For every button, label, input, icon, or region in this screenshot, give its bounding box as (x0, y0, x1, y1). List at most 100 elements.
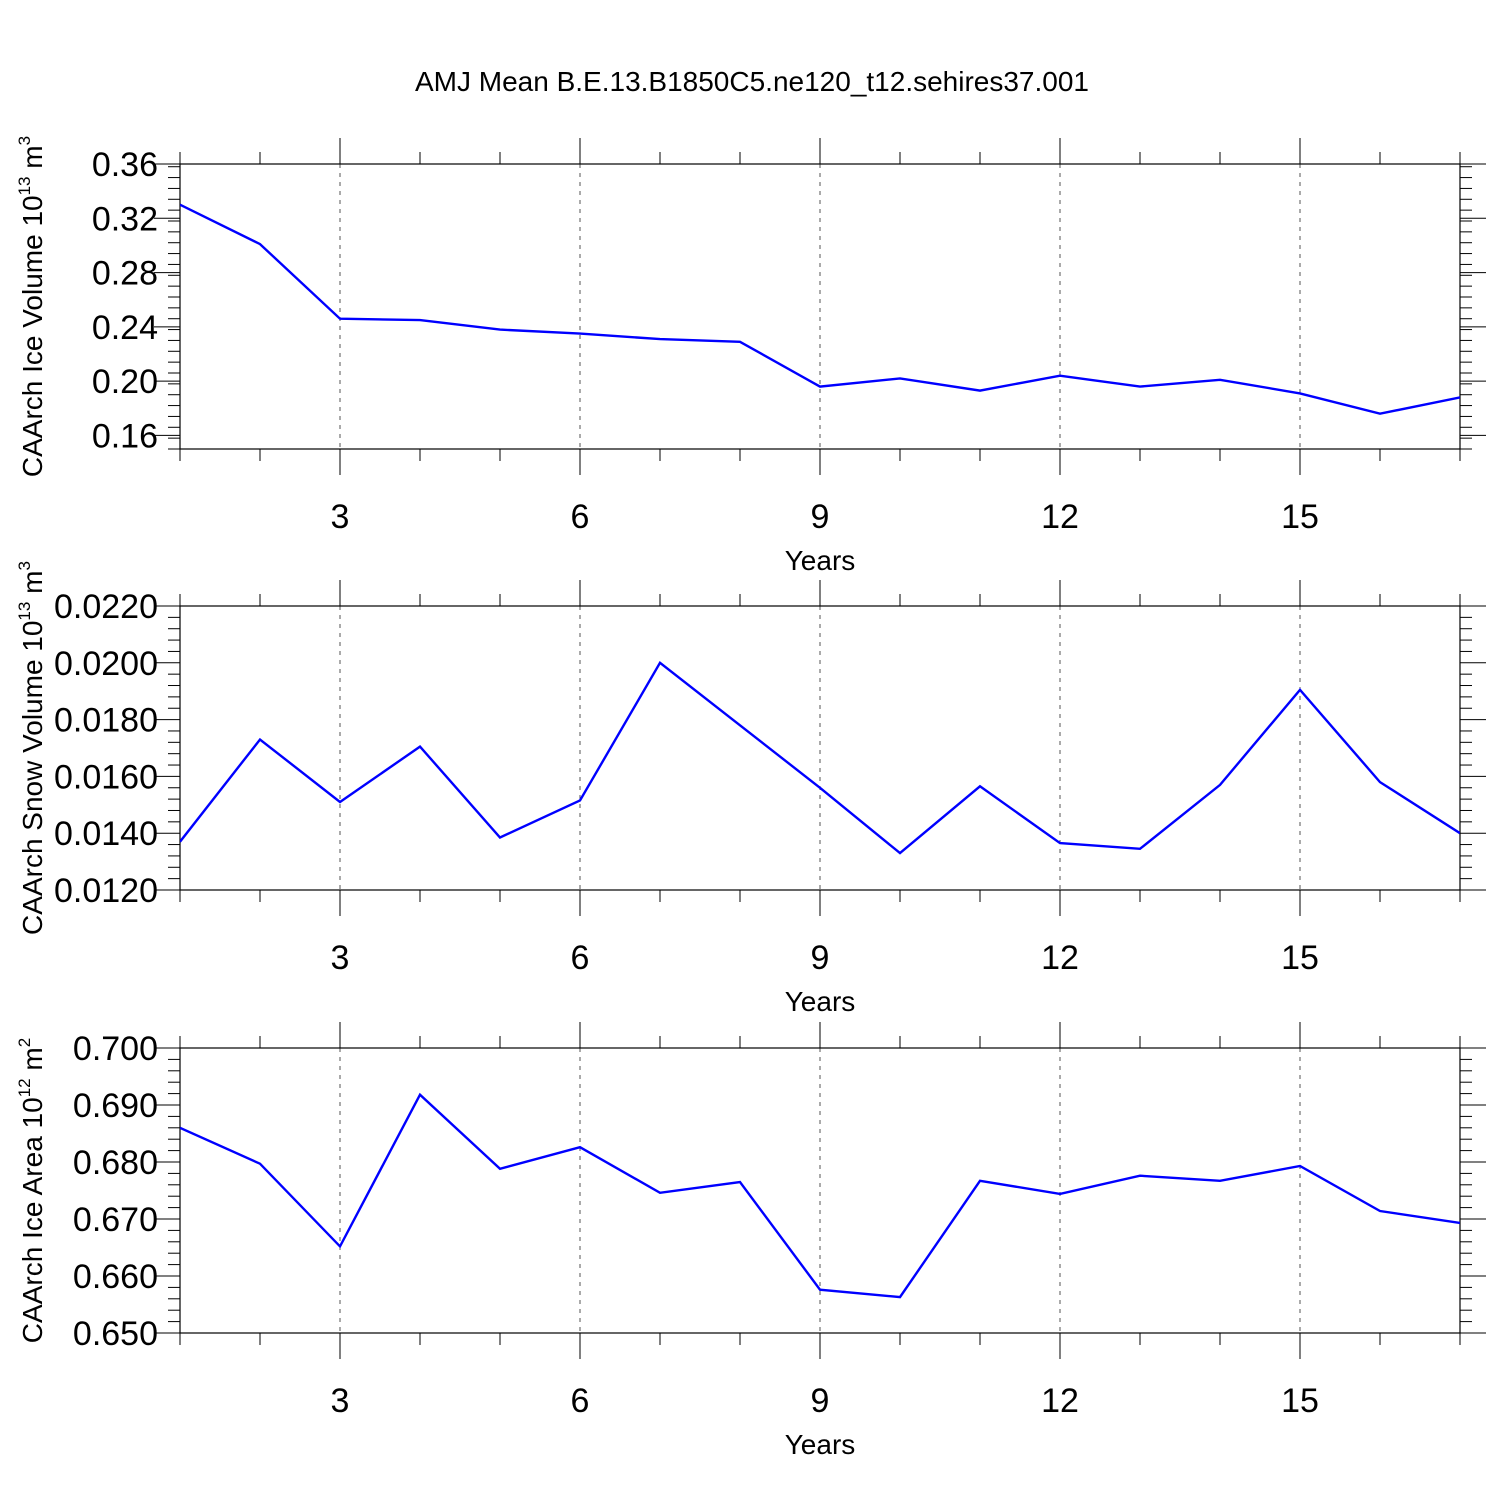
data-point (1458, 831, 1462, 835)
x-tick-label: 3 (331, 939, 350, 977)
y-tick-label: 0.700 (73, 1030, 158, 1068)
data-point (818, 1288, 822, 1292)
y-tick-label: 0.660 (73, 1258, 158, 1296)
data-point (978, 1179, 982, 1183)
y-tick-label: 0.0220 (54, 588, 158, 626)
data-point (738, 723, 742, 727)
data-point (498, 1167, 502, 1171)
data-point (1458, 395, 1462, 399)
y-tick-label: 0.0180 (54, 702, 158, 740)
data-point (898, 1295, 902, 1299)
data-point (498, 328, 502, 332)
data-point (338, 1244, 342, 1248)
data-point (578, 1145, 582, 1149)
data-point (898, 851, 902, 855)
plot-frame (179, 605, 1461, 891)
data-point (258, 242, 262, 246)
y-tick-label: 0.16 (92, 417, 158, 455)
data-point (418, 1093, 422, 1097)
y-axis-label: CAArch Ice Volume 1013 m3 (15, 136, 48, 477)
x-tick-label: 3 (331, 1382, 350, 1420)
x-tick-label: 6 (571, 498, 590, 536)
y-tick-label: 0.36 (92, 146, 158, 184)
y-axis-label: CAArch Snow Volume 1013 m3 (15, 561, 48, 935)
data-point (178, 1126, 182, 1130)
data-point (1458, 1221, 1462, 1225)
data-point (498, 835, 502, 839)
y-tick-label: 0.32 (92, 200, 158, 238)
data-point (578, 332, 582, 336)
y-tick-label: 0.650 (73, 1315, 158, 1353)
x-tick-label: 3 (331, 498, 350, 536)
data-point (258, 737, 262, 741)
data-point (1218, 378, 1222, 382)
data-point (1218, 1179, 1222, 1183)
y-tick-label: 0.28 (92, 255, 158, 293)
x-tick-label: 9 (811, 939, 830, 977)
data-point (898, 376, 902, 380)
data-point (1138, 385, 1142, 389)
y-tick-label: 0.680 (73, 1144, 158, 1182)
data-point (1058, 1192, 1062, 1196)
y-tick-label: 0.20 (92, 363, 158, 401)
data-point (578, 799, 582, 803)
data-point (978, 389, 982, 393)
data-point (1378, 780, 1382, 784)
data-point (1298, 391, 1302, 395)
y-tick-label: 0.670 (73, 1201, 158, 1239)
data-point (1298, 1164, 1302, 1168)
data-point (338, 800, 342, 804)
data-point (1298, 688, 1302, 692)
data-point (178, 840, 182, 844)
y-tick-label: 0.24 (92, 309, 158, 347)
data-point (338, 317, 342, 321)
data-point (418, 745, 422, 749)
y-tick-label: 0.0200 (54, 645, 158, 683)
x-tick-label: 15 (1281, 498, 1319, 536)
data-point (658, 1191, 662, 1195)
data-point (658, 661, 662, 665)
data-point (1378, 412, 1382, 416)
x-axis-label: Years (785, 545, 856, 576)
data-point (178, 203, 182, 207)
x-tick-label: 6 (571, 1382, 590, 1420)
x-tick-label: 6 (571, 939, 590, 977)
y-tick-label: 0.0140 (54, 815, 158, 853)
panel-snow-volume: 3 6 9 12 15 0.0120 0.0140 0.0160 0.0180 0.0200 0.0… (15, 561, 1486, 1017)
data-point (1138, 847, 1142, 851)
x-tick-label: 12 (1041, 498, 1079, 536)
x-tick-label: 9 (811, 498, 830, 536)
y-tick-label: 0.0120 (54, 872, 158, 910)
x-tick-label: 9 (811, 1382, 830, 1420)
data-point (738, 1180, 742, 1184)
y-tick-label: 0.0160 (54, 758, 158, 796)
data-point (978, 784, 982, 788)
series-line (180, 203, 1460, 415)
data-point (1218, 783, 1222, 787)
data-point (1378, 1209, 1382, 1213)
figure-title: AMJ Mean B.E.13.B1850C5.ne120_t12.sehire… (415, 66, 1089, 97)
x-tick-label: 12 (1041, 939, 1079, 977)
panel-ice-volume: 3 6 9 12 15 0.16 0.20 0.24 0.28 0.32 0.36 Years CAAr… (15, 136, 1486, 576)
x-tick-label: 15 (1281, 939, 1319, 977)
x-tick-label: 15 (1281, 1382, 1319, 1420)
plot-frame (179, 163, 1461, 450)
data-point (1058, 374, 1062, 378)
x-tick-label: 12 (1041, 1382, 1079, 1420)
y-tick-label: 0.690 (73, 1087, 158, 1125)
data-point (418, 318, 422, 322)
data-point (1058, 841, 1062, 845)
panel-ice-area: 3 6 9 12 15 0.650 0.660 0.670 0.680 0.690 0.700 Yea… (15, 1022, 1486, 1460)
data-point (658, 337, 662, 341)
data-point (1138, 1174, 1142, 1178)
series-line (180, 1092, 1460, 1299)
series-line (180, 661, 1460, 855)
data-point (818, 786, 822, 790)
x-axis-label: Years (785, 1429, 856, 1460)
data-point (818, 385, 822, 389)
data-point (738, 340, 742, 344)
data-point (258, 1162, 262, 1166)
x-axis-label: Years (785, 986, 856, 1017)
y-axis-label: CAArch Ice Area 1012 m2 (15, 1038, 48, 1343)
